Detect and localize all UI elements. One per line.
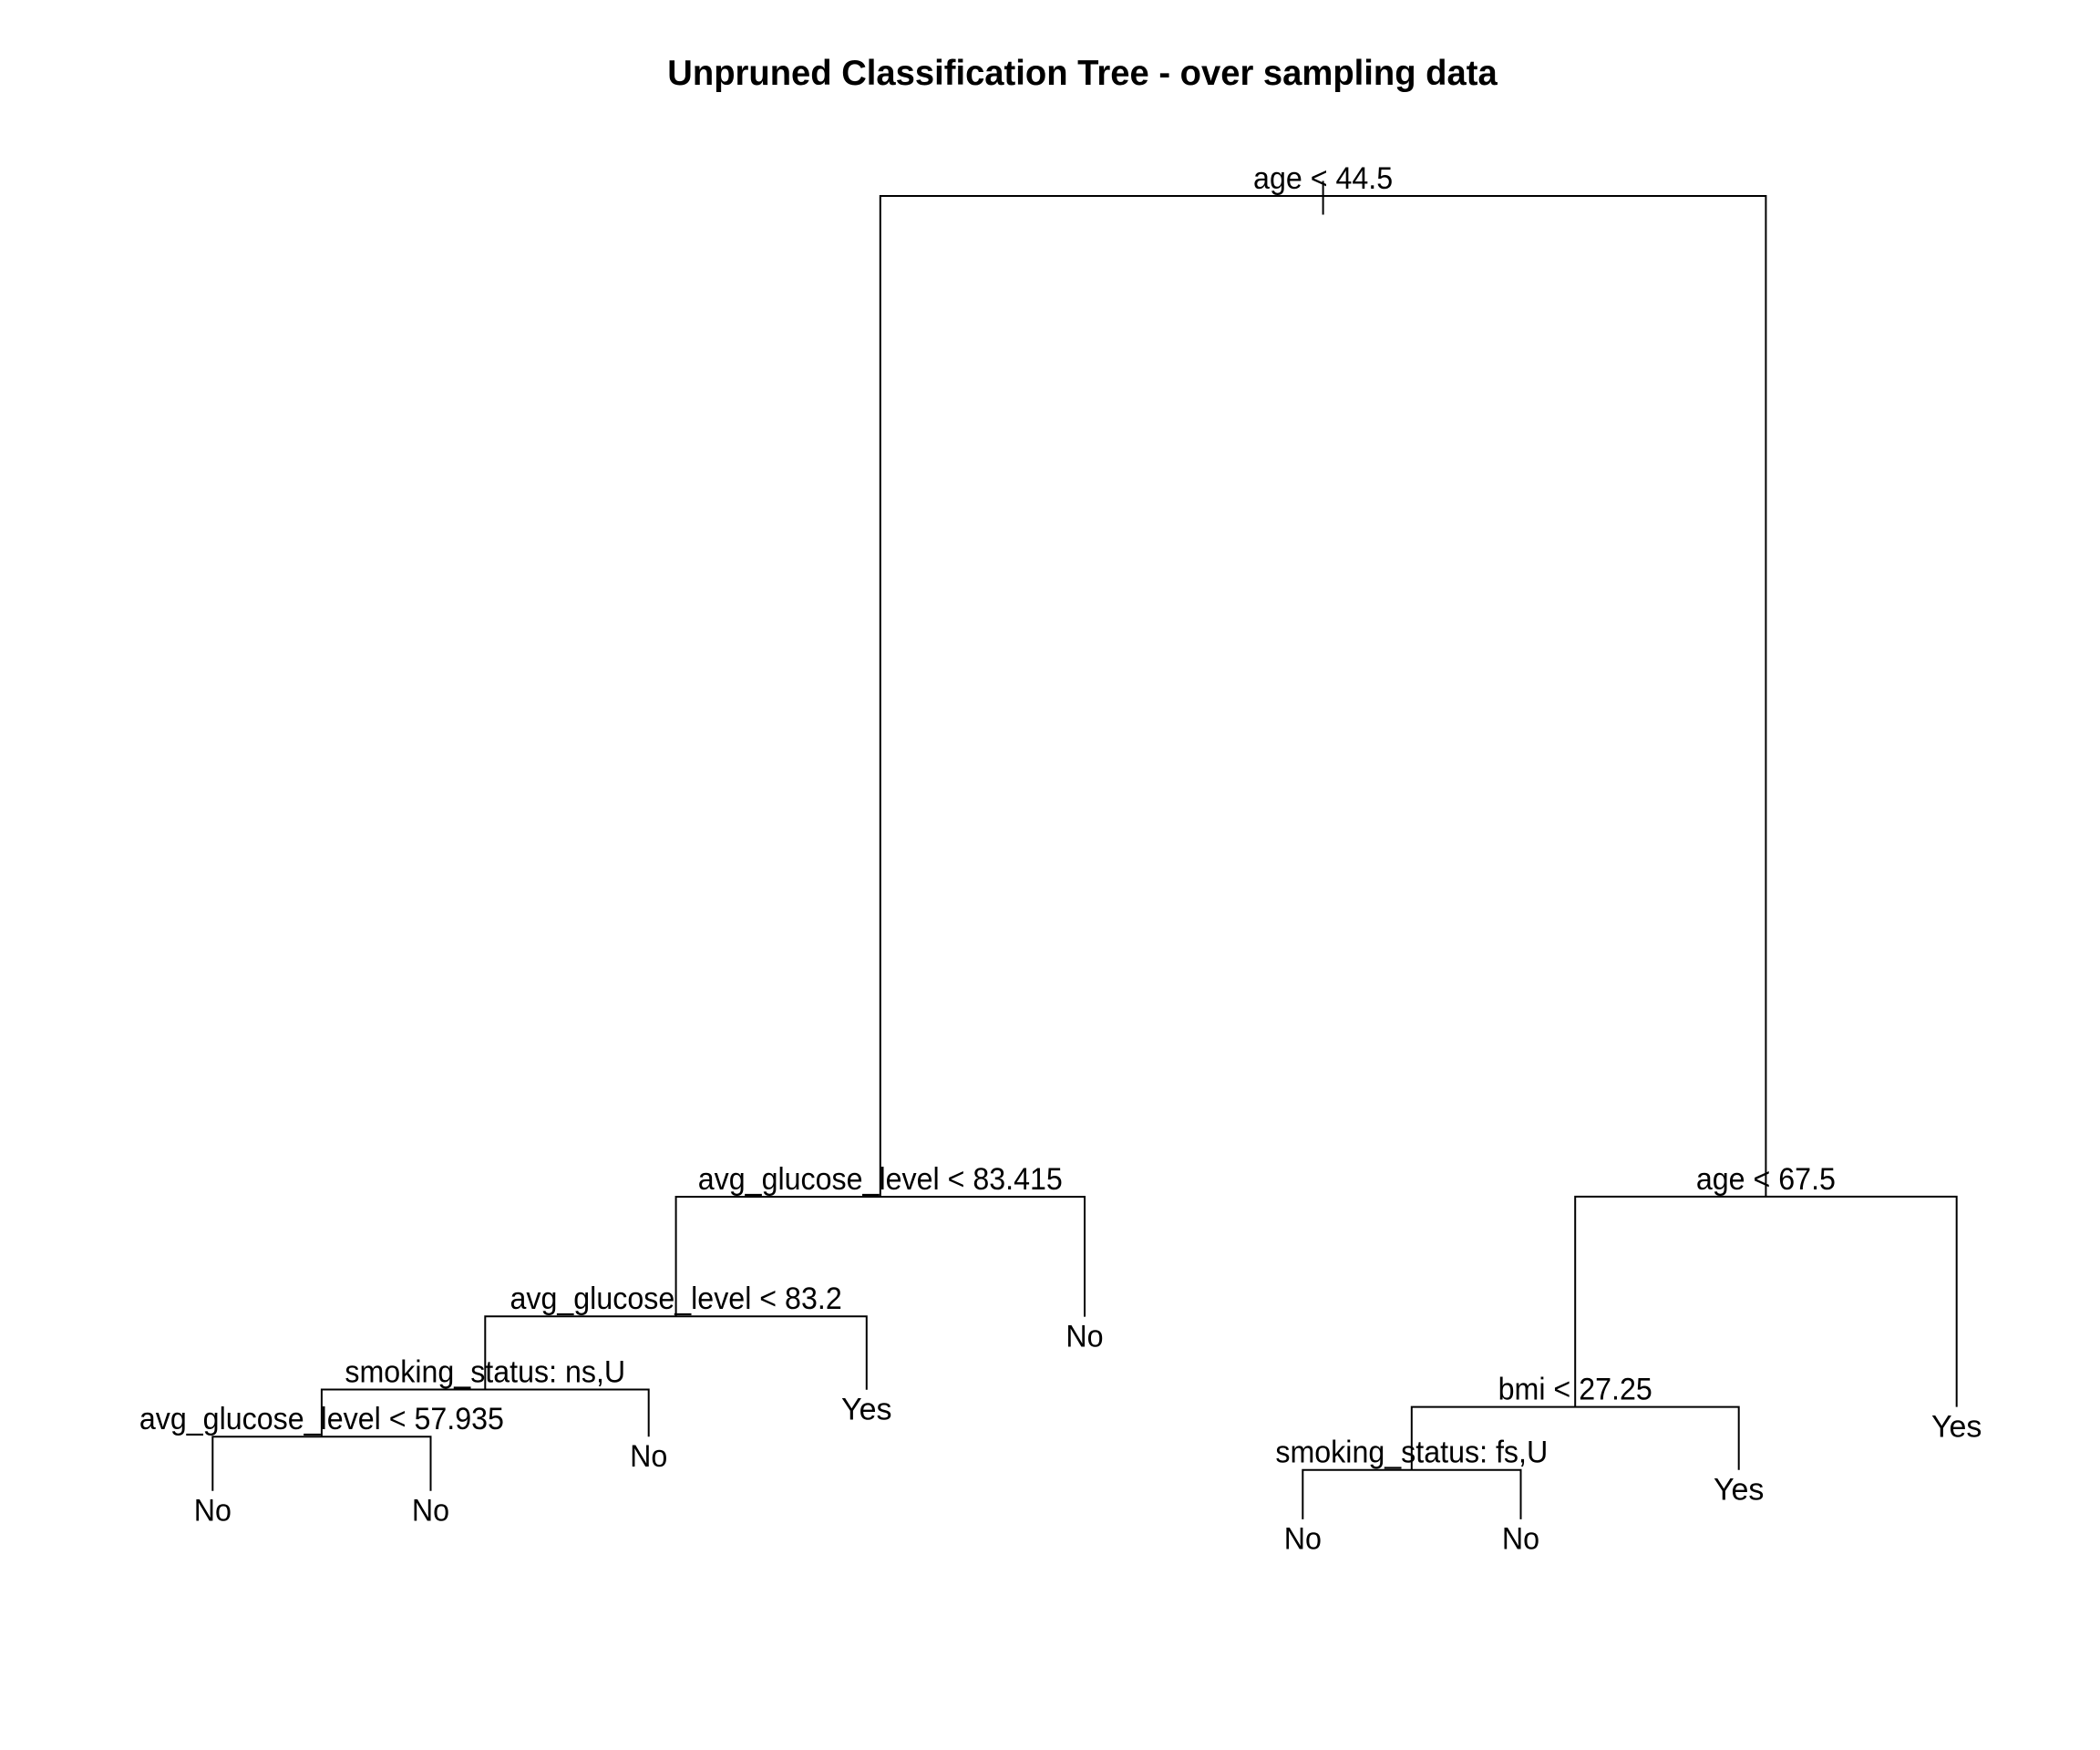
svg-text:avg_glucose_level < 83.415: avg_glucose_level < 83.415 bbox=[698, 1162, 1063, 1197]
svg-text:age < 44.5: age < 44.5 bbox=[1253, 161, 1393, 196]
svg-text:No: No bbox=[412, 1494, 449, 1529]
svg-text:smoking_status: ns,U: smoking_status: ns,U bbox=[345, 1354, 625, 1389]
svg-text:smoking_status: fs,U: smoking_status: fs,U bbox=[1275, 1436, 1548, 1470]
svg-text:Yes: Yes bbox=[1931, 1409, 1982, 1444]
svg-text:Unpruned Classification Tree -: Unpruned Classification Tree - over samp… bbox=[667, 54, 1498, 93]
svg-text:No: No bbox=[1284, 1522, 1322, 1557]
svg-text:No: No bbox=[1065, 1319, 1103, 1354]
svg-text:Yes: Yes bbox=[1714, 1473, 1765, 1508]
svg-text:Yes: Yes bbox=[841, 1393, 892, 1427]
svg-text:avg_glucose_level < 57.935: avg_glucose_level < 57.935 bbox=[139, 1402, 504, 1436]
svg-text:bmi < 27.25: bmi < 27.25 bbox=[1498, 1373, 1652, 1407]
svg-text:No: No bbox=[194, 1494, 232, 1529]
svg-text:No: No bbox=[630, 1439, 667, 1474]
svg-text:No: No bbox=[1502, 1522, 1539, 1557]
svg-text:avg_glucose_level < 83.2: avg_glucose_level < 83.2 bbox=[510, 1282, 841, 1316]
svg-text:age < 67.5: age < 67.5 bbox=[1696, 1162, 1836, 1197]
